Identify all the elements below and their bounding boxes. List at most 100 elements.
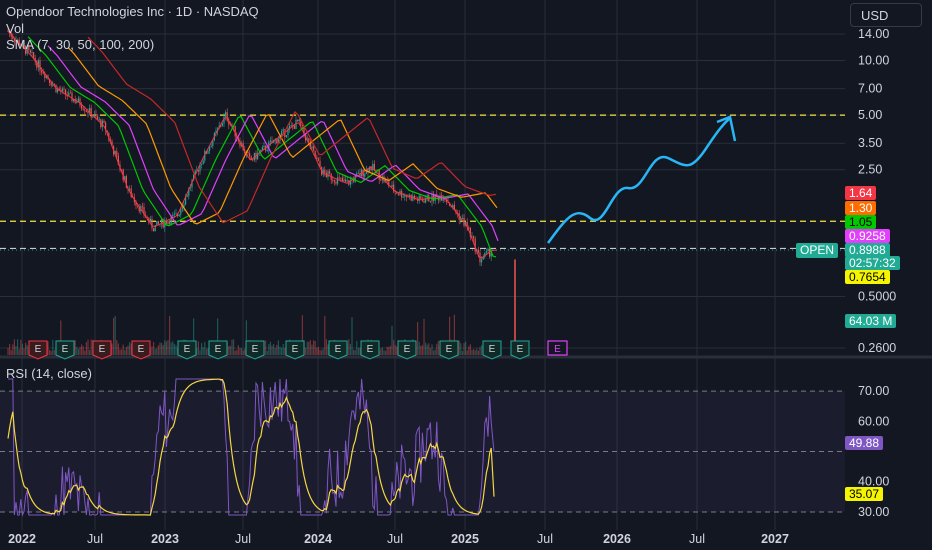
volume-bar — [308, 341, 310, 355]
candle — [487, 248, 489, 252]
earnings-glyph: E — [215, 344, 222, 355]
candle — [13, 38, 15, 42]
candle — [276, 138, 278, 144]
candle — [42, 72, 44, 74]
currency-button[interactable]: USD — [850, 3, 922, 27]
volume-bar — [284, 348, 286, 355]
candle — [239, 140, 241, 147]
candle — [442, 199, 444, 201]
candle — [39, 60, 41, 71]
volume-bar — [205, 348, 207, 355]
volume-bar — [431, 344, 433, 355]
candle — [401, 190, 403, 198]
volume-bar — [207, 348, 209, 355]
volume-bar — [21, 343, 23, 355]
candle — [391, 184, 393, 187]
volume-bar — [396, 346, 398, 355]
candle — [106, 130, 108, 133]
candle — [60, 90, 62, 92]
candle — [420, 196, 422, 199]
candle — [450, 205, 452, 208]
candle — [226, 112, 228, 121]
volume-bar — [309, 340, 311, 355]
candle — [477, 249, 479, 253]
time-tick-label: Jul — [235, 532, 251, 546]
candle — [69, 92, 71, 94]
candle — [181, 207, 183, 210]
volume-bar — [434, 349, 436, 355]
candle — [287, 128, 289, 136]
price-label-last: 0.8988 — [845, 243, 890, 257]
volume-bar — [228, 346, 230, 355]
price-label-sma100: 1.30 — [845, 201, 877, 215]
volume-bar — [421, 345, 423, 355]
candle — [221, 123, 223, 127]
candle — [148, 217, 150, 223]
rsi-ma-line — [7, 378, 495, 516]
candle — [97, 116, 99, 120]
candle — [441, 196, 443, 201]
volume-bar — [393, 339, 395, 355]
candle — [199, 164, 201, 172]
volume-bar — [460, 343, 462, 355]
volume-bar — [234, 350, 236, 355]
volume-bar — [386, 346, 388, 355]
time-tick-label: 2026 — [603, 532, 631, 546]
volume-bar — [12, 344, 14, 355]
volume-bar — [311, 344, 313, 355]
volume-bar — [119, 349, 121, 355]
candle — [191, 180, 193, 188]
volume-bar — [159, 342, 161, 355]
volume-bar — [380, 348, 382, 355]
volume-bar — [151, 346, 153, 355]
volume-bar — [173, 343, 175, 355]
rsi-tick-label: 40.00 — [858, 475, 889, 489]
volume-bar — [162, 344, 164, 355]
candle — [170, 216, 172, 225]
candle — [268, 142, 270, 151]
candle — [357, 172, 359, 174]
volume-bar — [381, 347, 383, 355]
candle — [53, 84, 55, 86]
volume-bar — [265, 340, 267, 355]
candle — [340, 177, 342, 179]
price-candles — [7, 28, 516, 343]
volume-bar — [81, 344, 83, 355]
candle — [468, 227, 470, 228]
candle — [343, 179, 345, 182]
time-tick-label: 2024 — [304, 532, 332, 546]
price-axis: 14.00 10.00 7.00 5.00 3.50 2.50 0.5000 0.2600 70… — [858, 27, 896, 519]
volume-bar — [463, 343, 465, 355]
earnings-marker-future: E — [547, 340, 568, 356]
candle — [117, 155, 119, 165]
candle — [471, 236, 473, 238]
volume-bar — [394, 344, 396, 355]
candle — [285, 135, 287, 138]
price-tick-label: 7.00 — [858, 82, 882, 96]
candle — [349, 179, 351, 185]
volume-bar — [274, 348, 276, 355]
candle — [388, 181, 390, 186]
candle — [236, 136, 238, 138]
sma-label: SMA (7, 30, 50, 100, 200) — [6, 37, 155, 52]
volume-bar — [18, 349, 20, 355]
earnings-glyph: E — [138, 344, 145, 355]
volume-bar — [465, 341, 467, 355]
time-tick-label: 2022 — [8, 532, 36, 546]
volume-bar — [428, 343, 430, 355]
earnings-glyph: E — [335, 344, 342, 355]
candle — [380, 179, 382, 181]
candle — [103, 120, 105, 123]
volume-bar — [468, 346, 470, 355]
volume-bar — [196, 348, 198, 355]
candle — [333, 180, 335, 182]
volume-bar — [351, 317, 353, 355]
candle — [135, 202, 137, 206]
candle — [453, 204, 455, 210]
sma-line — [87, 36, 497, 224]
volume-bar — [461, 350, 463, 355]
candle — [165, 220, 167, 225]
candle — [271, 140, 273, 143]
candle — [372, 163, 374, 170]
